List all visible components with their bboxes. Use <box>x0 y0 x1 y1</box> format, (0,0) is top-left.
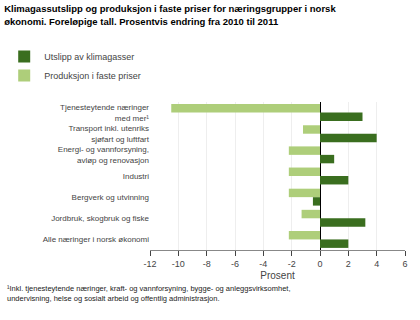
svg-text:4: 4 <box>374 259 379 269</box>
svg-text:-2: -2 <box>288 259 296 269</box>
svg-text:Tjenesteytende næringermed mer: Tjenesteytende næringermed mer¹ <box>60 103 149 122</box>
svg-text:2: 2 <box>346 259 351 269</box>
svg-text:-6: -6 <box>231 259 239 269</box>
svg-text:-8: -8 <box>203 259 211 269</box>
svg-text:Klimagassutslipp og produksjon: Klimagassutslipp og produksjon i faste p… <box>4 3 336 26</box>
svg-text:Alle næringer i norsk økonomi: Alle næringer i norsk økonomi <box>43 235 149 244</box>
svg-text:Bergverk og utvinning: Bergverk og utvinning <box>72 193 149 202</box>
svg-text:-4: -4 <box>259 259 267 269</box>
svg-text:0: 0 <box>317 259 322 269</box>
svg-text:Transport inkl. utenrikssjøfar: Transport inkl. utenrikssjøfart og luftf… <box>68 124 149 143</box>
svg-text:¹Inkl. tjenesteytende næringer: ¹Inkl. tjenesteytende næringer, kraft- o… <box>7 284 291 303</box>
svg-text:-12: -12 <box>143 259 156 269</box>
svg-text:-10: -10 <box>172 259 185 269</box>
svg-text:6: 6 <box>402 259 407 269</box>
svg-text:Jordbruk, skogbruk og fiske: Jordbruk, skogbruk og fiske <box>51 214 149 223</box>
svg-text:Utslipp av klimagasser: Utslipp av klimagasser <box>44 52 134 62</box>
svg-text:Energi- og vannforsyning,avløp: Energi- og vannforsyning,avløp og renova… <box>58 145 149 164</box>
svg-text:Produksjon i faste priser: Produksjon i faste priser <box>44 71 141 81</box>
svg-text:Prosent: Prosent <box>260 270 295 281</box>
svg-text:Industri: Industri <box>123 172 149 181</box>
